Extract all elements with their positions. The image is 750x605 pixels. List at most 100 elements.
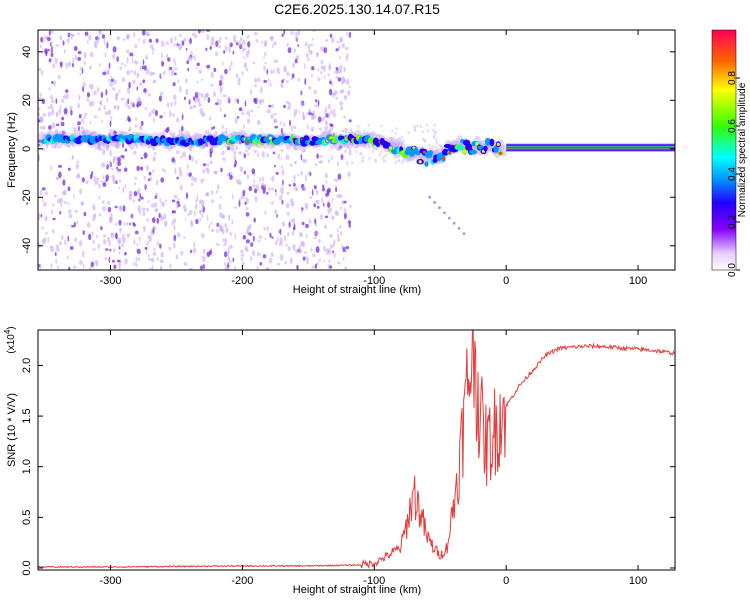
noise-point [77, 32, 80, 36]
noise-point [178, 44, 182, 51]
noise-point [320, 59, 324, 65]
noise-point [75, 54, 77, 60]
noise-point [434, 137, 438, 141]
noise-point [297, 30, 301, 36]
noise-point [385, 153, 388, 157]
noise-point [312, 253, 316, 257]
noise-point [159, 197, 162, 203]
noise-point [292, 218, 296, 225]
noise-point [190, 51, 193, 56]
noise-point [81, 118, 85, 124]
noise-point [130, 101, 134, 107]
noise-point [395, 127, 399, 131]
noise-point [331, 197, 334, 202]
noise-point [67, 32, 71, 38]
noise-point [283, 234, 287, 242]
noise-point [61, 98, 65, 103]
noise-point [285, 154, 290, 160]
noise-point [234, 233, 237, 240]
noise-point [368, 157, 371, 161]
noise-point [113, 79, 117, 85]
noise-point [122, 142, 125, 148]
noise-point [317, 68, 320, 72]
noise-point [341, 157, 344, 161]
noise-point [47, 111, 52, 118]
noise-point [159, 91, 164, 96]
noise-point [163, 169, 166, 173]
noise-point [111, 259, 115, 263]
noise-point [287, 47, 292, 54]
x-tick-label: -300 [100, 275, 122, 287]
noise-point [79, 260, 83, 265]
noise-point [173, 43, 177, 47]
noise-point [110, 233, 115, 239]
noise-point [243, 56, 246, 59]
noise-point [163, 129, 166, 134]
noise-point [400, 135, 403, 139]
noise-point [384, 159, 387, 163]
noise-point [276, 67, 280, 74]
noise-point [252, 235, 255, 242]
noise-point [261, 151, 265, 158]
noise-point [335, 187, 338, 193]
noise-point [431, 145, 434, 149]
noise-point [115, 142, 120, 149]
noise-point [90, 100, 95, 107]
noise-point [189, 145, 192, 153]
noise-point [98, 107, 101, 112]
noise-point [78, 240, 83, 247]
noise-point [160, 52, 163, 59]
noise-point [280, 82, 284, 89]
noise-point [333, 70, 337, 74]
noise-point [361, 155, 365, 159]
noise-point [125, 100, 128, 108]
noise-point [151, 217, 156, 224]
noise-point [124, 251, 127, 256]
noise-point [39, 44, 42, 48]
noise-point [382, 159, 385, 163]
noise-point [232, 194, 234, 200]
noise-point [351, 161, 354, 165]
noise-point [314, 104, 318, 108]
noise-point [402, 158, 405, 162]
noise-point [323, 259, 326, 263]
noise-point [199, 199, 204, 202]
noise-point [148, 38, 153, 43]
noise-point [151, 109, 155, 115]
noise-point [343, 66, 346, 73]
noise-point [41, 226, 44, 230]
noise-point [325, 180, 328, 184]
noise-point [189, 105, 193, 110]
noise-point [110, 115, 113, 122]
noise-point [318, 258, 322, 262]
noise-point [314, 162, 318, 167]
noise-point [439, 145, 442, 149]
noise-point [244, 245, 248, 251]
noise-point [155, 207, 158, 213]
noise-point [107, 206, 112, 213]
noise-point [257, 105, 260, 109]
noise-point [323, 47, 328, 54]
noise-point [228, 214, 231, 221]
noise-point [63, 108, 68, 115]
noise-point [112, 53, 116, 60]
noise-point [161, 201, 166, 207]
noise-point [193, 96, 196, 101]
noise-point [202, 178, 205, 182]
noise-point [145, 249, 148, 255]
noise-point [252, 250, 256, 257]
noise-point [44, 48, 48, 54]
noise-point [367, 123, 370, 127]
track-peak [268, 136, 272, 140]
noise-point [159, 243, 162, 249]
noise-point [152, 117, 155, 123]
noise-point [268, 257, 273, 264]
noise-point [62, 95, 66, 99]
noise-point [335, 96, 339, 100]
noise-point [341, 244, 344, 250]
noise-point [199, 108, 204, 115]
noise-point [153, 247, 156, 252]
noise-point [143, 65, 147, 71]
noise-point [199, 209, 202, 215]
noise-point [135, 116, 138, 121]
